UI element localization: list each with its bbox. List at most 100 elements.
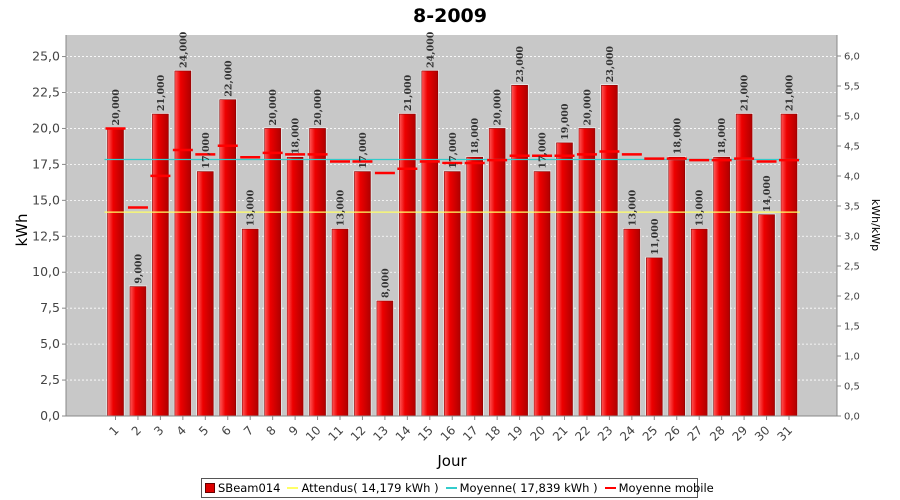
bar: [309, 128, 326, 417]
bar-value-label: 24,000: [178, 31, 189, 68]
bar: [241, 228, 259, 417]
bar: [219, 99, 237, 417]
bar: [668, 156, 686, 417]
bar-value-label: 17,000: [448, 132, 459, 169]
legend: SBeam014 Attendus( 14,179 kWh ) Moyenne(…: [201, 478, 714, 498]
legend-label: Moyenne mobile: [618, 481, 714, 495]
y-tick-label: 10,0: [32, 264, 60, 279]
bar-value-label: 21,000: [403, 74, 414, 111]
x-tick-label: 2: [129, 423, 144, 438]
bar-value-label: 8,000: [380, 268, 391, 298]
bar: [443, 171, 461, 417]
x-tick-label: 21: [550, 423, 571, 444]
bar-value-label: 21,000: [156, 74, 167, 111]
x-tick-label: 12: [348, 423, 369, 444]
bar: [331, 228, 349, 417]
y2-tick-label: 0,0: [844, 412, 860, 423]
x-tick-label: 11: [325, 423, 346, 444]
y-tick-label: 17,5: [32, 156, 60, 171]
x-tick-label: 15: [415, 423, 436, 444]
y2-tick-label: 3,0: [844, 232, 860, 243]
bar-value-label: 20,000: [313, 89, 324, 126]
x-tick-label: 16: [438, 423, 459, 444]
x-tick-label: 14: [393, 423, 414, 444]
bar: [713, 156, 730, 417]
bar-value-label: 11,000: [650, 218, 661, 255]
legend-label: Attendus( 14,179 kWh ): [301, 481, 439, 495]
bar-value-label: 20,000: [582, 89, 593, 126]
bar: [511, 85, 528, 417]
axes: 0,02,55,07,510,012,515,017,520,022,525,0…: [32, 35, 860, 444]
y2-tick-label: 1,0: [844, 352, 860, 363]
bar-value-label: 18,000: [672, 117, 683, 154]
y-tick-label: 2,5: [40, 372, 60, 387]
bar-value-label: 18,000: [470, 117, 481, 154]
bar: [645, 257, 663, 417]
bar-value-label: 20,000: [268, 89, 279, 126]
bar: [623, 228, 641, 417]
x-tick-label: 18: [483, 423, 504, 444]
y2-tick-label: 5,0: [844, 112, 860, 123]
x-tick-label: 25: [640, 423, 661, 444]
bar: [354, 171, 371, 417]
bar-value-label: 13,000: [336, 189, 347, 226]
bar-value-label: 9,000: [133, 253, 144, 283]
x-tick-label: 26: [662, 423, 683, 444]
legend-item-moving-average: Moyenne mobile: [604, 481, 714, 495]
bar-value-label: 17,000: [538, 132, 549, 169]
x-tick-label: 28: [707, 423, 728, 444]
y2-tick-label: 6,0: [844, 52, 860, 63]
y-tick-label: 12,5: [32, 228, 60, 243]
y-tick-label: 5,0: [40, 336, 60, 351]
bar: [556, 142, 573, 417]
bar-value-label: 13,000: [246, 189, 257, 226]
x-tick-label: 1: [106, 423, 121, 438]
bar-value-label: 21,000: [785, 74, 796, 111]
x-tick-label: 9: [286, 423, 301, 438]
reference-lines: [104, 127, 800, 213]
bar-value-label: 13,000: [695, 189, 706, 226]
bar: [601, 85, 618, 417]
legend-label: Moyenne( 17,839 kWh ): [459, 481, 598, 495]
x-tick-label: 23: [595, 423, 616, 444]
bar: [578, 128, 596, 417]
x-tick-label: 13: [370, 423, 391, 444]
y-tick-label: 0,0: [40, 408, 60, 423]
x-tick-label: 10: [303, 423, 324, 444]
bar: [421, 70, 439, 417]
x-tick-label: 30: [752, 423, 773, 444]
bar-value-label: 23,000: [605, 46, 616, 83]
x-tick-label: 24: [617, 423, 638, 444]
bar: [758, 214, 775, 417]
bar-value-label: 18,000: [717, 117, 728, 154]
x-axis-label: Jour: [436, 452, 467, 470]
legend-item-expected: Attendus( 14,179 kWh ): [287, 481, 439, 495]
legend-swatch-bar: [205, 483, 215, 493]
y-tick-label: 25,0: [32, 49, 60, 64]
legend-item-production: SBeam014: [205, 481, 280, 495]
bar-value-label: 24,000: [425, 31, 436, 68]
legend-swatch-cyan-line: [445, 487, 457, 489]
y2-tick-label: 4,0: [844, 172, 860, 183]
x-tick-label: 4: [174, 423, 189, 438]
bar: [264, 128, 281, 417]
y2-tick-label: 2,5: [844, 262, 860, 273]
bar-value-label: 19,000: [560, 103, 571, 140]
bars: [106, 69, 798, 417]
bar: [690, 228, 708, 417]
legend-swatch-yellow-line: [287, 487, 299, 489]
bar: [533, 171, 551, 417]
bar: [174, 70, 192, 417]
bar-value-label: 20,000: [493, 89, 504, 126]
legend-item-average: Moyenne( 17,839 kWh ): [445, 481, 598, 495]
x-tick-label: 17: [460, 423, 481, 444]
y2-tick-label: 5,5: [844, 82, 860, 93]
bar: [488, 128, 506, 417]
bar-value-label: 23,000: [515, 46, 526, 83]
x-tick-label: 19: [505, 423, 526, 444]
bar-value-label: 21,000: [740, 74, 751, 111]
legend-swatch-red-line: [604, 487, 616, 489]
x-tick-label: 29: [730, 423, 751, 444]
bar-value-label: 17,000: [201, 132, 212, 169]
